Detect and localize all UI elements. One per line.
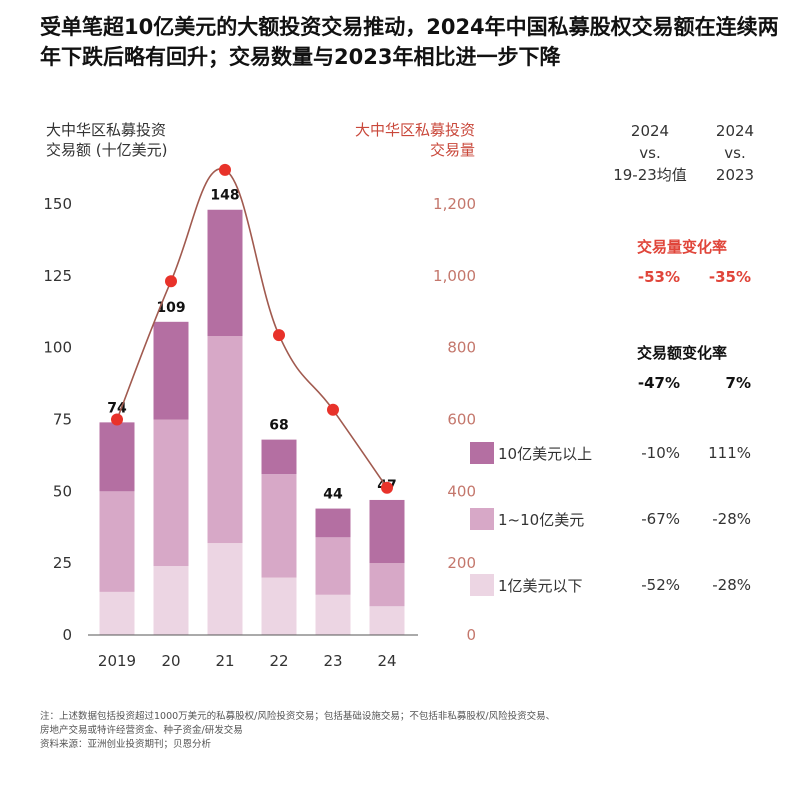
x-axis-tick-label: 21 <box>215 652 234 670</box>
deal-volume-marker <box>111 413 123 426</box>
left-axis-tick-label: 150 <box>43 195 72 213</box>
bar-segment-above-1b <box>153 321 189 420</box>
right-axis-title-line2: 交易量 <box>429 141 475 159</box>
bar-segment-below-100m <box>99 591 135 635</box>
bar-segment-below-100m <box>315 594 351 635</box>
bar-segment-above-1b <box>369 499 405 564</box>
deal-volume-marker <box>327 403 339 416</box>
col1-header-line2: vs. <box>639 144 661 162</box>
bar-segment-1b-to-10b <box>315 537 351 595</box>
left-axis-tick-label: 50 <box>53 482 72 500</box>
legend-change-vs-2023: 111% <box>708 444 751 462</box>
legend-change-vs-average: -52% <box>641 576 680 594</box>
deal-volume-marker <box>381 481 393 494</box>
legend-change-vs-average: -10% <box>641 444 680 462</box>
right-axis-tick-label: 1,200 <box>433 195 476 213</box>
legend-label: 1~10亿美元 <box>498 510 585 529</box>
legend-swatch <box>470 574 494 596</box>
x-axis-tick-label: 22 <box>269 652 288 670</box>
bar-segment-above-1b <box>207 209 243 337</box>
bar-segment-above-1b <box>99 422 135 492</box>
right-axis-title-line1: 大中华区私募投资 <box>354 121 475 139</box>
bar-total-label: 109 <box>156 300 185 316</box>
right-axis-tick-label: 600 <box>447 411 476 429</box>
bar-segment-1b-to-10b <box>207 336 243 544</box>
left-axis-title-line2: 交易额 (十亿美元) <box>46 141 168 159</box>
left-axis-tick-label: 25 <box>53 554 72 572</box>
x-axis-tick-label: 24 <box>377 652 396 670</box>
col2-header-line3: 2023 <box>715 166 755 184</box>
col2-header-line2: vs. <box>724 144 746 162</box>
bar-total-label: 44 <box>323 487 343 503</box>
legend-swatch <box>470 508 494 530</box>
legend-change-vs-2023: -28% <box>712 576 751 594</box>
left-axis-tick-label: 0 <box>62 626 72 644</box>
volume-change-vs-2023: -35% <box>708 268 751 286</box>
right-axis-tick-label: 400 <box>447 482 476 500</box>
deal-volume-marker <box>273 329 285 342</box>
legend-swatch <box>470 442 494 464</box>
x-axis-tick-label: 20 <box>161 652 180 670</box>
right-axis-tick-label: 0 <box>466 626 476 644</box>
footnote: 注：上述数据包括投资超过1000万美元的私募股权/风险投资交易；包括基础设施交易… <box>40 710 780 752</box>
footnote-line2: 房地产交易或特许经营资金、种子资金/研发交易 <box>40 725 243 736</box>
source-line: 资料来源：亚洲创业投资期刊；贝恩分析 <box>40 739 212 750</box>
column-header-vs-2023: 2024 vs. 2023 <box>690 120 780 186</box>
right-axis-tick-label: 200 <box>447 554 476 572</box>
value-change-vs-2023: 7% <box>725 374 751 392</box>
x-axis-tick-label: 23 <box>323 652 342 670</box>
bar-total-label: 68 <box>269 418 288 434</box>
left-axis-title: 大中华区私募投资 交易额 (十亿美元) <box>46 120 167 160</box>
left-axis-tick-label: 75 <box>53 411 72 429</box>
bar-segment-below-100m <box>153 566 189 635</box>
chart: 025507510012515002004006008001,0001,2007… <box>43 163 476 670</box>
bar-segment-below-100m <box>261 577 297 635</box>
deal-volume-marker <box>219 163 231 176</box>
legend-change-vs-average: -67% <box>641 510 680 528</box>
legend-item-1b-to-10b: 1~10亿美元 <box>470 504 584 534</box>
x-axis-tick-label: 2019 <box>98 652 136 670</box>
left-axis-title-line1: 大中华区私募投资 <box>46 121 167 139</box>
legend-label: 10亿美元以上 <box>498 444 593 463</box>
bar-segment-1b-to-10b <box>99 491 135 592</box>
left-axis-tick-label: 125 <box>43 267 72 285</box>
right-axis-tick-label: 1,000 <box>433 267 476 285</box>
page-title: 受单笔超10亿美元的大额投资交易推动，2024年中国私募股权交易额在连续两年下跌… <box>40 15 779 69</box>
deal-volume-marker <box>165 275 177 288</box>
bar-segment-below-100m <box>369 606 405 635</box>
bar-segment-1b-to-10b <box>261 474 297 578</box>
legend-label: 1亿美元以下 <box>498 576 583 595</box>
volume-change-vs-average: -53% <box>637 268 680 286</box>
legend-item-above-1b: 10亿美元以上 <box>470 438 592 468</box>
bar-total-label: 148 <box>210 188 239 204</box>
column-header-vs-average: 2024 vs. 19-23均值 <box>605 120 695 186</box>
left-axis-tick-label: 100 <box>43 339 72 357</box>
col1-header-line3: 19-23均值 <box>613 166 687 184</box>
bar-segment-below-100m <box>207 543 243 635</box>
legend-item-below-100m: 1亿美元以下 <box>470 570 583 600</box>
value-change-title: 交易额变化率 <box>637 344 728 362</box>
volume-change-title: 交易量变化率 <box>637 238 728 256</box>
value-change-vs-average: -47% <box>637 374 680 392</box>
bar-segment-1b-to-10b <box>153 419 189 567</box>
legend-change-vs-2023: -28% <box>712 510 751 528</box>
footnote-line1: 注：上述数据包括投资超过1000万美元的私募股权/风险投资交易；包括基础设施交易… <box>40 711 556 722</box>
right-axis-title: 大中华区私募投资 交易量 <box>355 120 475 160</box>
col1-header-line1: 2024 <box>630 122 670 140</box>
bar-segment-1b-to-10b <box>369 563 405 607</box>
col2-header-line1: 2024 <box>715 122 755 140</box>
right-axis-tick-label: 800 <box>447 339 476 357</box>
bar-segment-above-1b <box>261 439 297 475</box>
bar-segment-above-1b <box>315 508 351 538</box>
